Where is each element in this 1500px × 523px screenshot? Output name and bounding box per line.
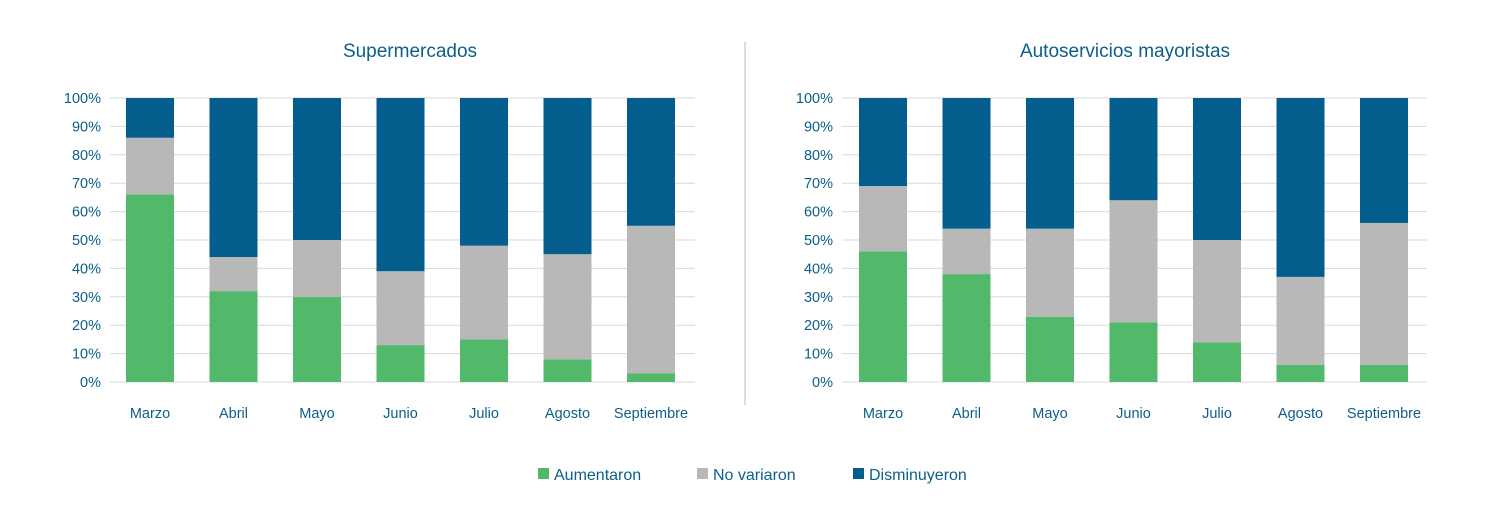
y-tick-label: 50% [72, 233, 101, 249]
bar-segment-aumentaron [460, 339, 508, 382]
x-tick-label: Abril [952, 406, 981, 422]
bar-segment-aumentaron [543, 359, 592, 382]
bar-segment-disminuyeron [376, 98, 425, 272]
bar-segment-no-variaron [859, 186, 907, 252]
bar-segment-disminuyeron [859, 98, 907, 187]
bar-segment-aumentaron [1026, 316, 1074, 382]
x-tick-label: Julio [469, 406, 499, 422]
y-tick-label: 10% [72, 347, 101, 363]
bar-segment-disminuyeron [627, 98, 675, 226]
bar-segment-disminuyeron [209, 98, 258, 258]
y-tick-label: 0% [80, 375, 101, 391]
chart-autoservicios: Autoservicios mayoristas 0% 10% 20% 30% 40% 5… [796, 41, 1427, 422]
bar-segment-aumentaron [1360, 364, 1408, 382]
bar-segment-no-variaron [627, 225, 675, 374]
x-tick-label: Mayo [299, 406, 334, 422]
bar-segment-aumentaron [293, 296, 341, 382]
bar-segment-disminuyeron [543, 98, 592, 255]
bar-segment-no-variaron [1193, 240, 1241, 343]
legend-label: No variaron [713, 467, 796, 484]
legend: Aumentaron No variaron Disminuyeron [538, 467, 967, 484]
bar-segment-no-variaron [376, 271, 425, 346]
x-tick-label: Marzo [863, 406, 903, 422]
bar-segment-no-variaron [293, 240, 341, 297]
chart-title: Supermercados [343, 41, 477, 62]
bar-segment-disminuyeron [460, 98, 508, 246]
bar-segment-aumentaron [209, 291, 258, 382]
y-tick-label: 100% [64, 91, 101, 107]
x-tick-label: Septiembre [614, 406, 688, 422]
bar-segment-disminuyeron [1276, 98, 1325, 277]
y-tick-label: 60% [804, 205, 833, 221]
bar-segment-aumentaron [376, 345, 425, 382]
bar-segment-disminuyeron [1193, 98, 1241, 240]
x-tick-label: Mayo [1032, 406, 1067, 422]
chart-title: Autoservicios mayoristas [1020, 41, 1230, 62]
bar-segment-aumentaron [1109, 322, 1158, 382]
y-tick-label: 100% [796, 91, 833, 107]
x-tick-label: Agosto [1278, 406, 1323, 422]
y-tick-label: 40% [72, 261, 101, 277]
y-tick-label: 40% [804, 261, 833, 277]
bar-segment-no-variaron [1026, 228, 1074, 317]
bar-segment-aumentaron [942, 274, 991, 382]
x-tick-label: Abril [219, 406, 248, 422]
y-tick-label: 0% [812, 375, 833, 391]
legend-swatch [853, 468, 864, 479]
y-tick-label: 80% [804, 148, 833, 164]
bar-segment-disminuyeron [1026, 98, 1074, 229]
x-tick-label: Junio [1116, 406, 1151, 422]
chart-supermercados: Supermercados 0% 10% 20% 30% 40% 50% 60% 70% 80%… [64, 41, 695, 422]
y-tick-label: 10% [804, 347, 833, 363]
y-tick-label: 70% [72, 176, 101, 192]
bar-segment-aumentaron [859, 251, 907, 382]
bar-segment-disminuyeron [942, 98, 991, 229]
y-tick-label: 70% [804, 176, 833, 192]
legend-label: Aumentaron [554, 467, 641, 484]
bar-segment-no-variaron [126, 137, 174, 195]
bar-segment-disminuyeron [1360, 98, 1408, 223]
y-tick-label: 30% [804, 290, 833, 306]
bar-segment-aumentaron [627, 373, 675, 382]
bar-segment-no-variaron [942, 228, 991, 275]
bar-segment-disminuyeron [126, 98, 174, 138]
bar-segment-aumentaron [1193, 342, 1241, 382]
y-tick-label: 50% [804, 233, 833, 249]
bar-segment-no-variaron [460, 245, 508, 340]
bar-segment-disminuyeron [293, 98, 341, 240]
bar-segment-disminuyeron [1109, 98, 1158, 201]
legend-swatch [697, 468, 708, 479]
bar-segment-no-variaron [1109, 200, 1158, 323]
x-tick-label: Agosto [545, 406, 590, 422]
legend-swatch [538, 468, 549, 479]
y-tick-label: 60% [72, 205, 101, 221]
bar-segment-no-variaron [543, 254, 592, 360]
bar-segment-aumentaron [1276, 364, 1325, 382]
y-tick-label: 90% [72, 119, 101, 135]
y-tick-label: 20% [72, 318, 101, 334]
bar-segment-no-variaron [1276, 276, 1325, 365]
bar-segment-no-variaron [209, 257, 258, 292]
x-tick-label: Junio [383, 406, 418, 422]
x-tick-label: Julio [1202, 406, 1232, 422]
y-tick-label: 30% [72, 290, 101, 306]
legend-label: Disminuyeron [869, 467, 967, 484]
x-tick-label: Marzo [130, 406, 170, 422]
y-tick-label: 20% [804, 318, 833, 334]
bar-segment-aumentaron [126, 194, 174, 382]
bar-segment-no-variaron [1360, 222, 1408, 365]
y-tick-label: 80% [72, 148, 101, 164]
y-tick-label: 90% [804, 119, 833, 135]
x-tick-label: Septiembre [1347, 406, 1421, 422]
